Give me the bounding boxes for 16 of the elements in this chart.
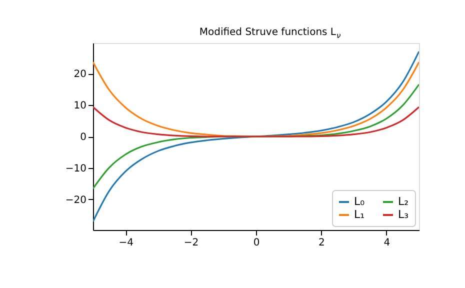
y-tick-label: −10 xyxy=(65,163,86,174)
y-tick-label: −20 xyxy=(65,194,86,206)
x-tick-label: 4 xyxy=(384,238,390,248)
legend-label: L₀ xyxy=(354,195,366,208)
y-tick-label: 20 xyxy=(74,69,86,80)
x-tick-label: −2 xyxy=(184,238,199,248)
x-tick-label: −4 xyxy=(118,238,134,248)
y-tick-label: 10 xyxy=(74,100,86,112)
legend-label: L₁ xyxy=(354,208,365,221)
line-series xyxy=(93,50,419,222)
x-tick-label: 2 xyxy=(318,238,325,248)
legend-label: L₂ xyxy=(398,195,409,208)
x-tick-label: 0 xyxy=(253,238,260,248)
legend-label: L₃ xyxy=(398,208,409,221)
line-series xyxy=(93,106,419,138)
y-tick-label: 0 xyxy=(80,132,86,143)
